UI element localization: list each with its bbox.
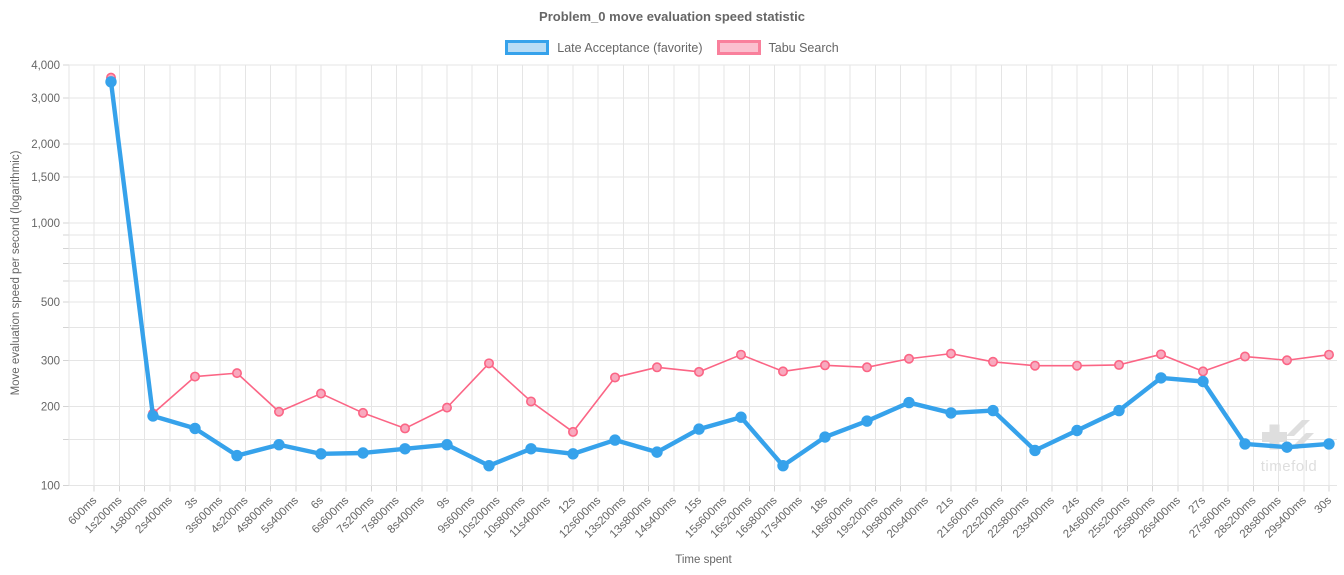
svg-text:9s: 9s: [435, 494, 452, 511]
series-late-acceptance-favorite: [105, 76, 1335, 472]
late-acceptance-favorite-point[interactable]: [693, 423, 705, 435]
svg-text:27s: 27s: [1187, 494, 1209, 516]
tabu-search-point[interactable]: [1324, 349, 1335, 360]
tabu-search-point[interactable]: [567, 426, 578, 437]
svg-text:1,500: 1,500: [31, 172, 60, 184]
tabu-search-point[interactable]: [441, 402, 452, 413]
tabu-search-point[interactable]: [693, 366, 704, 377]
series-tabu-search: [106, 72, 1335, 437]
svg-text:500: 500: [41, 297, 60, 309]
late-acceptance-favorite-point[interactable]: [735, 411, 747, 423]
legend-item-late-acceptance[interactable]: Late Acceptance (favorite): [505, 40, 703, 55]
tabu-search-point[interactable]: [232, 368, 243, 379]
legend-swatch-late-acceptance: [505, 40, 550, 55]
svg-text:200: 200: [41, 401, 60, 413]
legend-item-tabu-search[interactable]: Tabu Search: [716, 40, 839, 55]
tabu-search-point[interactable]: [1198, 366, 1209, 377]
late-acceptance-favorite-point[interactable]: [1323, 438, 1335, 450]
late-acceptance-favorite-point[interactable]: [777, 459, 789, 472]
late-acceptance-favorite-point[interactable]: [567, 448, 579, 460]
svg-text:24s: 24s: [1061, 494, 1083, 516]
chart-title: Problem_0 move evaluation speed statisti…: [539, 9, 805, 24]
svg-text:1,000: 1,000: [31, 218, 60, 230]
late-acceptance-favorite-point[interactable]: [861, 415, 873, 427]
svg-text:30s: 30s: [1313, 494, 1335, 516]
svg-text:21s: 21s: [935, 494, 957, 516]
tabu-search-point[interactable]: [315, 388, 326, 399]
late-acceptance-favorite-point[interactable]: [609, 434, 621, 446]
late-acceptance-favorite-point[interactable]: [819, 431, 831, 443]
svg-text:300: 300: [41, 355, 60, 367]
tabu-search-point[interactable]: [1240, 351, 1251, 362]
tabu-search-point[interactable]: [190, 371, 201, 382]
tabu-search-point[interactable]: [987, 356, 998, 367]
tabu-search-point[interactable]: [273, 406, 284, 417]
tabu-search-line: [110, 76, 1330, 433]
x-axis-title: Time spent: [675, 554, 732, 566]
gridlines: [63, 64, 1337, 492]
tabu-search-point[interactable]: [903, 353, 914, 364]
late-acceptance-favorite-point[interactable]: [945, 407, 957, 419]
legend-swatch-tabu-search: [716, 40, 761, 55]
tabu-search-point[interactable]: [861, 362, 872, 373]
legend-label-late-acceptance: Late Acceptance (favorite): [557, 40, 703, 55]
late-acceptance-favorite-point[interactable]: [1197, 375, 1209, 388]
y-tick-labels: 4,000 3,000 2,000 1,500 1,000 500 300 200 100: [31, 60, 60, 493]
tabu-search-point[interactable]: [525, 396, 536, 407]
late-acceptance-favorite-point[interactable]: [903, 396, 915, 409]
late-acceptance-favorite-point[interactable]: [1239, 438, 1251, 450]
late-acceptance-favorite-point[interactable]: [1155, 372, 1167, 384]
late-acceptance-favorite-point[interactable]: [357, 447, 369, 459]
late-acceptance-favorite-point[interactable]: [1071, 424, 1083, 437]
tabu-search-point[interactable]: [1282, 355, 1293, 366]
svg-text:3s: 3s: [183, 494, 200, 511]
late-acceptance-favorite-point[interactable]: [399, 443, 411, 455]
late-acceptance-favorite-point[interactable]: [1113, 404, 1125, 417]
svg-text:12s: 12s: [557, 494, 579, 516]
late-acceptance-favorite-point[interactable]: [147, 410, 159, 422]
late-acceptance-favorite-point[interactable]: [189, 422, 201, 435]
svg-text:3,000: 3,000: [31, 93, 60, 105]
svg-text:15s: 15s: [683, 494, 705, 516]
svg-text:100: 100: [41, 481, 60, 493]
legend-label-tabu-search: Tabu Search: [768, 40, 839, 55]
late-acceptance-favorite-line: [108, 79, 1332, 468]
late-acceptance-favorite-point[interactable]: [987, 404, 999, 417]
timefold-watermark-text: timefold: [1261, 458, 1318, 475]
tabu-search-point[interactable]: [399, 423, 410, 434]
late-acceptance-favorite-point[interactable]: [441, 439, 453, 451]
late-acceptance-favorite-point[interactable]: [105, 76, 117, 88]
late-acceptance-favorite-point[interactable]: [315, 448, 327, 460]
tabu-search-point[interactable]: [819, 360, 830, 371]
tabu-search-point[interactable]: [651, 362, 662, 373]
svg-text:4,000: 4,000: [31, 60, 60, 72]
tabu-search-point[interactable]: [1072, 360, 1083, 371]
tabu-search-point[interactable]: [483, 358, 494, 369]
svg-text:18s: 18s: [809, 494, 831, 516]
late-acceptance-favorite-point[interactable]: [231, 449, 243, 462]
legend: Late Acceptance (favorite) Tabu Search: [0, 40, 1344, 55]
late-acceptance-favorite-point[interactable]: [525, 443, 537, 455]
tabu-search-point[interactable]: [357, 407, 368, 418]
late-acceptance-favorite-point[interactable]: [651, 446, 663, 458]
tabu-search-point[interactable]: [1030, 360, 1041, 371]
tabu-search-point[interactable]: [1156, 349, 1167, 360]
tabu-search-point[interactable]: [777, 366, 788, 377]
tabu-search-point[interactable]: [945, 348, 956, 359]
tabu-search-point[interactable]: [609, 372, 620, 383]
late-acceptance-favorite-point[interactable]: [273, 439, 285, 451]
tabu-search-point[interactable]: [735, 349, 746, 360]
late-acceptance-favorite-point[interactable]: [1281, 441, 1293, 453]
svg-text:6s: 6s: [309, 494, 326, 511]
tabu-search-point[interactable]: [1114, 359, 1125, 370]
late-acceptance-favorite-point[interactable]: [483, 459, 495, 472]
late-acceptance-favorite-point[interactable]: [1029, 444, 1041, 457]
svg-text:2,000: 2,000: [31, 139, 60, 151]
